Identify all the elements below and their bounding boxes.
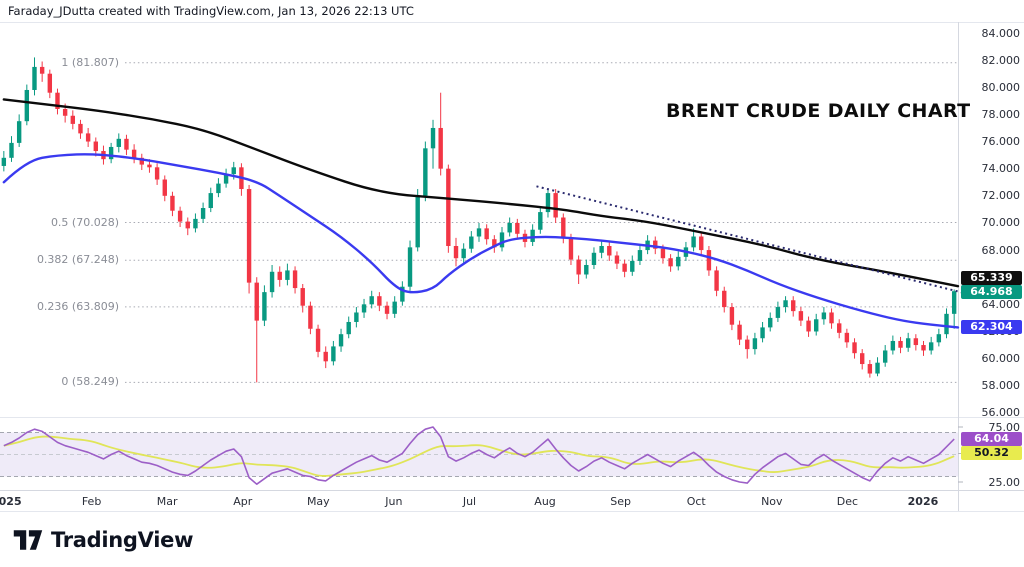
price-axis-label: 84.000	[981, 26, 1021, 40]
price-axis-label: 68.000	[981, 243, 1021, 257]
rsi-ma-line	[3, 435, 955, 477]
rsi-axis-label: 75.00	[988, 420, 1021, 434]
chart-credit: Faraday_JDutta created with TradingView.…	[8, 4, 414, 18]
price-badge-ma200: 65.339	[961, 271, 1022, 285]
chart-title: BRENT CRUDE DAILY CHART	[666, 100, 971, 122]
ma-200-line	[2, 98, 960, 288]
time-axis-label: Nov	[761, 495, 783, 508]
rsi-badge-ma: 50.32	[961, 446, 1022, 460]
fib-level-label: 0 (58.249)	[61, 375, 119, 389]
time-axis-label: Feb	[81, 495, 102, 508]
rsi-line	[3, 426, 955, 485]
price-badge-last: 64.968	[961, 285, 1022, 299]
fib-level-label: 0.5 (70.028)	[50, 215, 119, 229]
time-axis-label: May	[306, 495, 330, 508]
price-axis-label: 60.000	[981, 352, 1021, 366]
price-axis-label: 64.000	[981, 297, 1021, 311]
time-axis-label: 2025	[0, 495, 22, 508]
time-axis-label: Jul	[462, 495, 477, 508]
price-axis-label: 74.000	[981, 162, 1021, 176]
price-axis-label: 78.000	[981, 107, 1021, 121]
price-axis-label: 80.000	[981, 80, 1021, 94]
price-axis-label: 82.000	[981, 53, 1021, 67]
fib-level-label: 0.382 (67.248)	[36, 253, 119, 267]
tradingview-logo-icon	[13, 530, 43, 550]
price-axis-label: 58.000	[981, 379, 1021, 393]
price-badge-ma50: 62.304	[961, 320, 1022, 334]
pane-borders	[0, 22, 1024, 512]
time-axis-label: Aug	[534, 495, 556, 508]
time-axis-label: Apr	[233, 495, 253, 508]
time-axis-label: Mar	[156, 495, 178, 508]
rsi-badge-value: 64.04	[961, 432, 1022, 446]
time-axis-label: Sep	[610, 495, 631, 508]
time-axis-label: Jun	[385, 495, 403, 508]
ma-50-line	[2, 153, 960, 329]
price-axis-label: 72.000	[981, 189, 1021, 203]
price-axis-label: 56.000	[981, 406, 1021, 420]
time-axis-label: Oct	[686, 495, 706, 508]
price-axis-label: 70.000	[981, 216, 1021, 230]
tradingview-logo[interactable]: TradingView	[12, 527, 193, 553]
time-axis-label: 2026	[907, 495, 939, 508]
rsi-axis-label: 25.00	[988, 475, 1021, 489]
price-axis-label: 76.000	[981, 135, 1021, 149]
fib-level-label: 1 (81.807)	[61, 55, 119, 69]
time-axis-label: Dec	[836, 495, 859, 508]
tradingview-wordmark: TradingView	[51, 528, 194, 552]
fib-level-label: 0.236 (63.809)	[36, 299, 119, 313]
